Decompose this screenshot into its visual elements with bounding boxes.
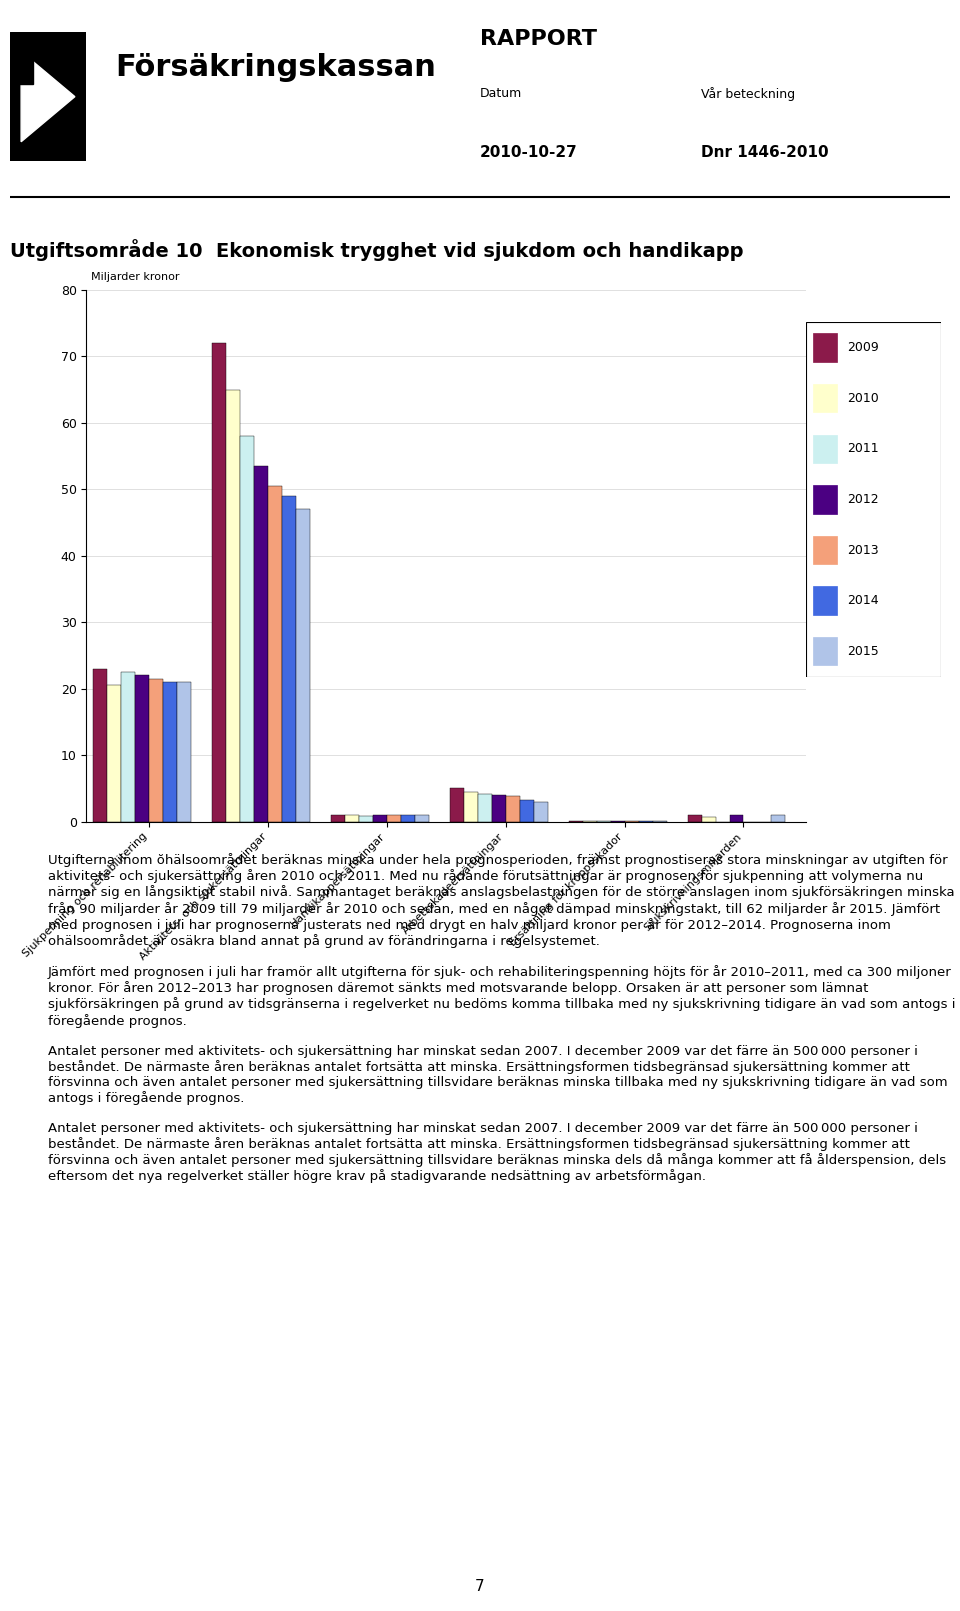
Text: 2014: 2014 xyxy=(847,594,878,607)
Bar xyxy=(240,437,254,822)
Bar xyxy=(212,343,227,822)
Bar xyxy=(813,485,837,514)
Text: Utgiftsområde 10  Ekonomisk trygghet vid sjukdom och handikapp: Utgiftsområde 10 Ekonomisk trygghet vid … xyxy=(10,238,743,261)
Bar xyxy=(296,509,310,822)
Bar xyxy=(813,636,837,665)
Text: Vår beteckning: Vår beteckning xyxy=(701,87,795,101)
Bar xyxy=(387,815,401,822)
Bar xyxy=(345,815,359,822)
Bar xyxy=(178,681,191,822)
Bar xyxy=(415,815,429,822)
Bar xyxy=(401,815,415,822)
Bar xyxy=(359,817,373,822)
Bar xyxy=(227,390,240,822)
Bar xyxy=(506,796,519,822)
Text: 2010: 2010 xyxy=(847,391,878,404)
Bar xyxy=(492,796,506,822)
Text: Utgifterna inom ŏhälsoområdet beräknas minska under hela prognosperioden, främst: Utgifterna inom ŏhälsoområdet beräknas m… xyxy=(48,854,955,1184)
Bar xyxy=(135,675,150,822)
Bar xyxy=(772,815,785,822)
Text: RAPPORT: RAPPORT xyxy=(480,29,597,48)
Bar xyxy=(813,586,837,615)
Text: Datum: Datum xyxy=(480,87,522,100)
Text: 7: 7 xyxy=(475,1579,485,1595)
Text: 2009: 2009 xyxy=(847,342,878,354)
Bar xyxy=(150,678,163,822)
Text: Försäkringskassan: Försäkringskassan xyxy=(115,53,436,82)
Text: Miljarder kronor: Miljarder kronor xyxy=(91,272,180,282)
Bar xyxy=(813,435,837,462)
Bar xyxy=(687,815,702,822)
Bar xyxy=(813,383,837,412)
Bar xyxy=(13,45,33,84)
Bar xyxy=(478,794,492,822)
Text: 2011: 2011 xyxy=(847,443,878,456)
Text: 2012: 2012 xyxy=(847,493,878,506)
Bar xyxy=(93,669,108,822)
Polygon shape xyxy=(21,52,75,142)
Bar xyxy=(331,815,345,822)
Bar xyxy=(702,817,715,822)
Text: 2015: 2015 xyxy=(847,644,878,657)
Text: 2010-10-27: 2010-10-27 xyxy=(480,145,578,159)
Bar xyxy=(813,333,837,362)
Bar xyxy=(450,788,464,822)
Bar xyxy=(108,685,121,822)
Bar xyxy=(730,815,743,822)
Text: Dnr 1446-2010: Dnr 1446-2010 xyxy=(701,145,828,159)
Bar xyxy=(464,791,478,822)
Text: 2013: 2013 xyxy=(847,543,878,556)
Bar xyxy=(282,496,296,822)
Bar xyxy=(534,802,548,822)
Bar xyxy=(121,672,135,822)
Bar xyxy=(519,801,534,822)
Bar xyxy=(268,487,282,822)
Bar xyxy=(254,466,268,822)
Bar xyxy=(163,681,178,822)
Bar xyxy=(373,815,387,822)
Bar xyxy=(813,536,837,564)
